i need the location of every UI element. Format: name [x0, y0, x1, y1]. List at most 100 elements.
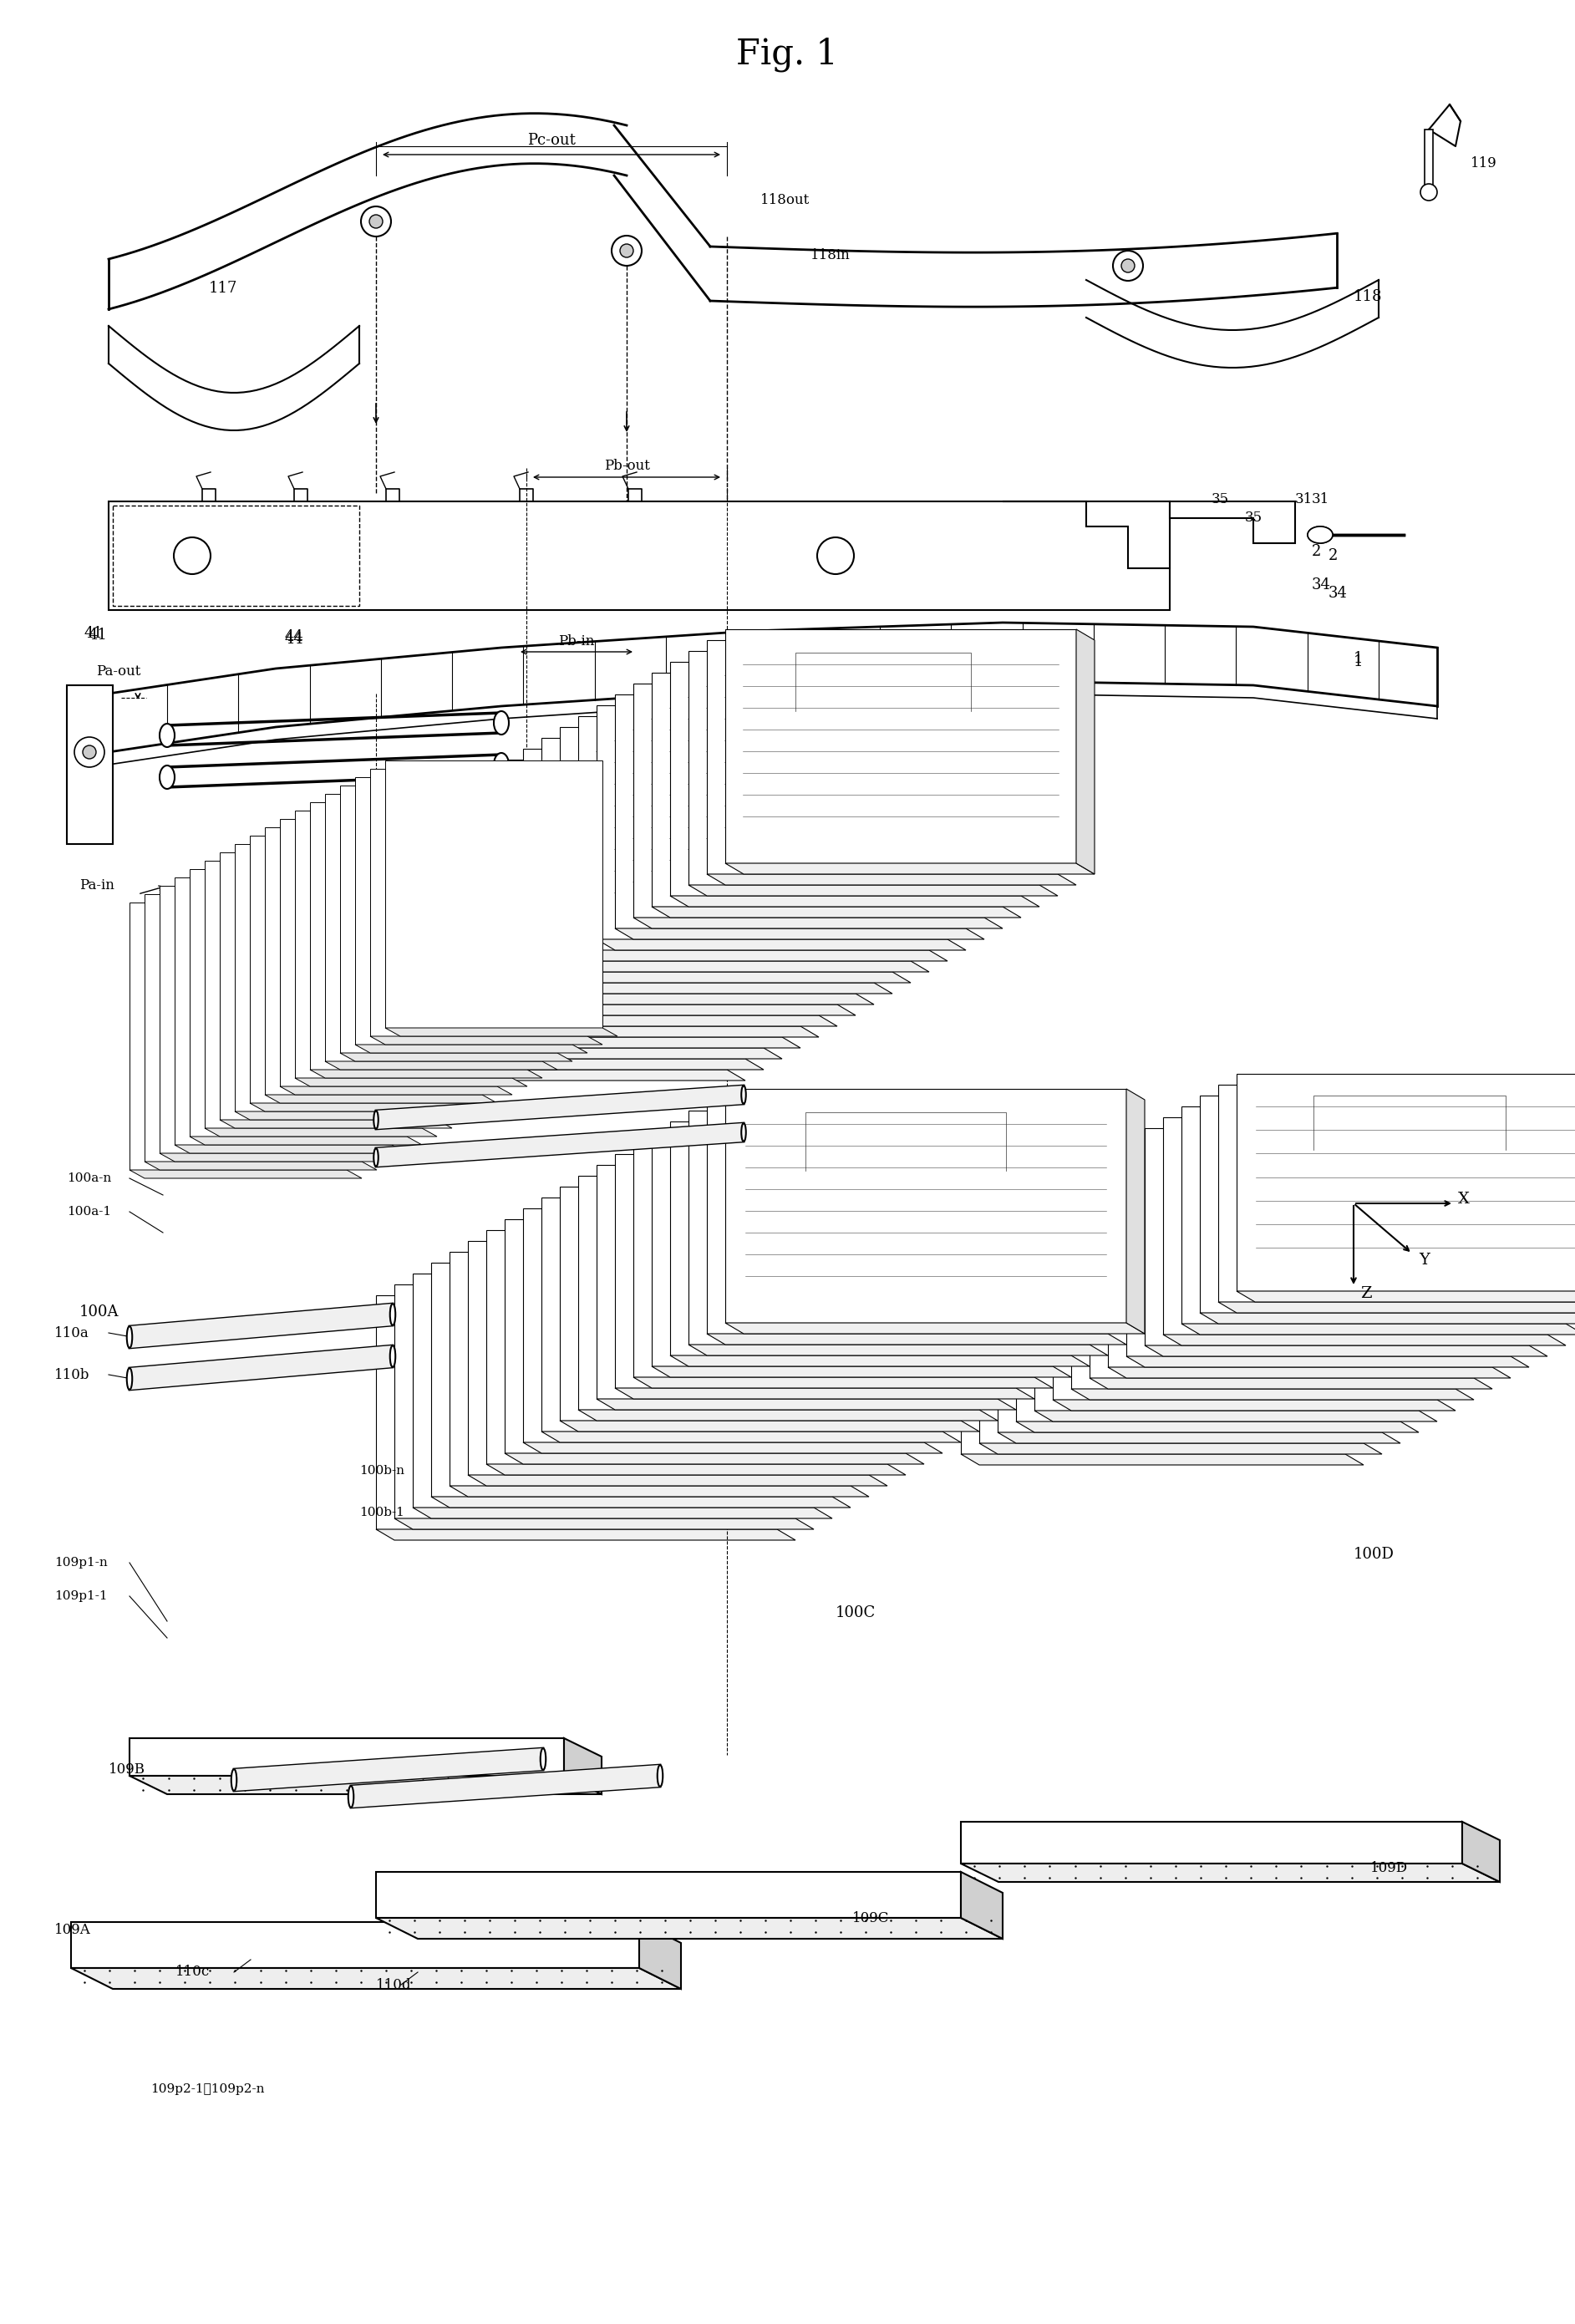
Circle shape: [74, 737, 104, 767]
Polygon shape: [175, 878, 392, 1146]
Polygon shape: [1126, 1357, 1529, 1367]
Text: 109p1-1: 109p1-1: [54, 1590, 107, 1601]
Polygon shape: [354, 1043, 587, 1053]
Text: Z: Z: [1361, 1285, 1372, 1301]
Polygon shape: [961, 1871, 1003, 1938]
Polygon shape: [145, 1162, 376, 1169]
Polygon shape: [578, 1176, 980, 1411]
Polygon shape: [1107, 1367, 1510, 1378]
Ellipse shape: [1307, 528, 1332, 544]
Text: Pc-out: Pc-out: [528, 132, 575, 149]
Polygon shape: [340, 1053, 572, 1062]
Polygon shape: [487, 1229, 887, 1464]
Polygon shape: [189, 1136, 422, 1146]
Polygon shape: [265, 1095, 498, 1104]
Text: 35: 35: [1244, 511, 1263, 525]
Polygon shape: [280, 1085, 512, 1095]
Polygon shape: [205, 860, 422, 1127]
Ellipse shape: [232, 1769, 236, 1792]
Polygon shape: [468, 1241, 869, 1476]
Polygon shape: [394, 1285, 795, 1518]
Polygon shape: [376, 1917, 1003, 1938]
Polygon shape: [633, 1378, 1052, 1387]
Polygon shape: [1071, 1171, 1455, 1390]
Polygon shape: [669, 1355, 1090, 1367]
Circle shape: [361, 207, 391, 237]
Polygon shape: [129, 1346, 392, 1390]
Polygon shape: [468, 1476, 887, 1485]
Polygon shape: [1462, 1822, 1499, 1882]
Polygon shape: [159, 1153, 392, 1162]
Polygon shape: [487, 772, 838, 1004]
Polygon shape: [221, 1120, 452, 1127]
Polygon shape: [324, 1062, 558, 1069]
Polygon shape: [324, 795, 542, 1062]
Ellipse shape: [128, 1369, 132, 1390]
Polygon shape: [205, 1127, 436, 1136]
Text: Pa-in: Pa-in: [79, 878, 115, 892]
Text: 41: 41: [88, 627, 107, 644]
Polygon shape: [564, 1738, 602, 1794]
Polygon shape: [504, 1452, 925, 1464]
Polygon shape: [1016, 1204, 1400, 1422]
Polygon shape: [413, 1508, 832, 1518]
Polygon shape: [376, 1294, 776, 1529]
Text: Pb-out: Pb-out: [603, 460, 649, 474]
Polygon shape: [559, 727, 910, 962]
Polygon shape: [597, 1399, 1016, 1411]
Polygon shape: [129, 1169, 362, 1178]
Polygon shape: [652, 672, 1003, 906]
Text: 110a: 110a: [54, 1325, 90, 1341]
Polygon shape: [688, 1111, 1090, 1346]
Text: 1: 1: [1353, 651, 1364, 667]
Polygon shape: [487, 1004, 855, 1016]
Polygon shape: [1090, 1378, 1492, 1390]
Polygon shape: [1145, 1346, 1547, 1357]
Text: 109A: 109A: [54, 1924, 91, 1938]
Ellipse shape: [391, 1304, 395, 1325]
Polygon shape: [724, 862, 1095, 874]
Polygon shape: [1035, 1192, 1419, 1411]
Circle shape: [1114, 251, 1143, 281]
Polygon shape: [542, 739, 893, 971]
Polygon shape: [997, 1215, 1381, 1432]
Polygon shape: [652, 1132, 1052, 1367]
Polygon shape: [370, 769, 587, 1037]
Polygon shape: [354, 776, 572, 1043]
Polygon shape: [1217, 1085, 1575, 1301]
Polygon shape: [394, 1518, 814, 1529]
Polygon shape: [386, 1027, 617, 1037]
Text: 35: 35: [1211, 493, 1229, 507]
Polygon shape: [559, 1420, 980, 1432]
Polygon shape: [394, 1060, 764, 1069]
Polygon shape: [295, 1078, 528, 1085]
Polygon shape: [159, 885, 376, 1153]
Polygon shape: [449, 1027, 819, 1037]
Text: 100D: 100D: [1353, 1548, 1394, 1562]
Polygon shape: [295, 811, 512, 1078]
Text: 24: 24: [584, 790, 603, 804]
Polygon shape: [633, 1143, 1035, 1378]
Circle shape: [621, 244, 633, 258]
Polygon shape: [376, 837, 728, 1069]
Polygon shape: [652, 906, 1021, 918]
Polygon shape: [1200, 1313, 1575, 1325]
Polygon shape: [376, 1085, 743, 1129]
Polygon shape: [961, 1236, 1345, 1455]
Polygon shape: [523, 983, 893, 995]
Circle shape: [611, 235, 641, 265]
Polygon shape: [688, 1346, 1107, 1355]
Text: Fig. 1: Fig. 1: [736, 37, 838, 72]
Polygon shape: [669, 662, 1021, 895]
Ellipse shape: [540, 1748, 547, 1771]
Polygon shape: [724, 1090, 1126, 1322]
Polygon shape: [504, 760, 855, 995]
Text: 2: 2: [1312, 544, 1321, 560]
Polygon shape: [980, 1227, 1364, 1443]
Polygon shape: [1052, 1183, 1436, 1399]
Polygon shape: [688, 651, 1040, 885]
Text: 118out: 118out: [761, 193, 810, 207]
Polygon shape: [614, 927, 984, 939]
Polygon shape: [432, 1037, 800, 1048]
Polygon shape: [724, 630, 1076, 862]
